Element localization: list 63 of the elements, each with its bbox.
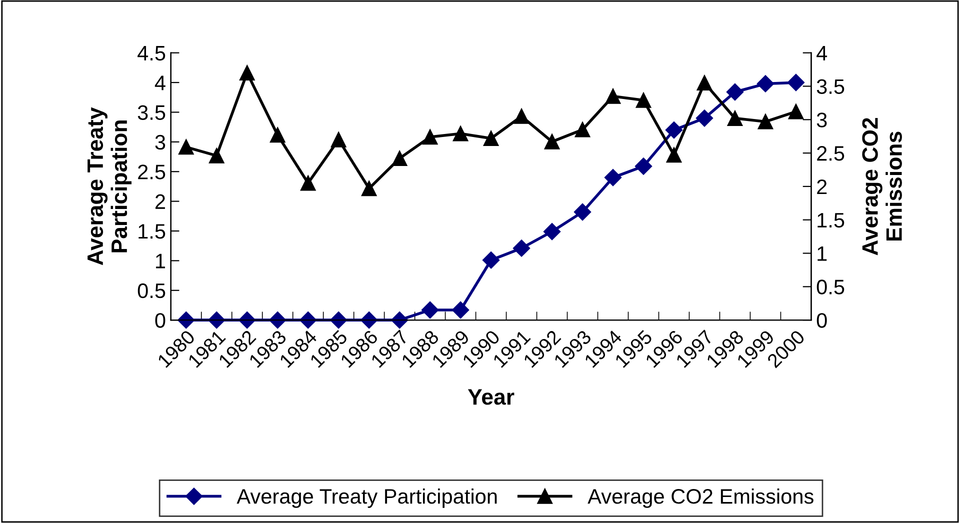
y2-tick-label: 3 <box>816 112 827 128</box>
y2-tick-label: 1 <box>818 246 827 261</box>
y-tick-label: 4.5 <box>138 46 166 61</box>
point <box>665 121 683 139</box>
point <box>636 92 652 108</box>
point <box>604 168 622 186</box>
y2-tick-label: 1.5 <box>818 213 844 228</box>
point <box>696 110 714 127</box>
point <box>269 312 286 329</box>
x-axis-title: Year <box>468 389 514 405</box>
point <box>270 127 286 143</box>
point <box>392 150 408 166</box>
point <box>574 122 590 138</box>
y-tick-label: 1.5 <box>138 224 166 239</box>
point <box>300 175 316 191</box>
point <box>452 301 470 319</box>
point <box>178 139 194 155</box>
point <box>178 312 195 329</box>
y2-tick-label: 0 <box>816 313 827 328</box>
point <box>726 83 744 101</box>
point <box>666 147 682 163</box>
point <box>330 132 346 148</box>
point <box>605 88 621 104</box>
point <box>300 312 317 329</box>
y-tick-label: 0 <box>155 313 166 328</box>
point <box>696 75 712 91</box>
y-tick-label: 2 <box>155 194 165 209</box>
point <box>482 252 500 269</box>
point <box>574 203 592 221</box>
point <box>422 301 439 319</box>
point <box>756 75 774 92</box>
point <box>514 108 530 124</box>
point <box>208 312 226 329</box>
y2-tick-label: 2.5 <box>817 146 844 161</box>
y-tick-label: 3.5 <box>138 105 166 120</box>
y2-axis-title: Average CO2 Emissions <box>862 118 902 256</box>
y-tick-label: 1 <box>156 254 166 268</box>
point <box>483 130 499 146</box>
point <box>758 114 774 130</box>
point <box>422 129 438 145</box>
point <box>787 74 805 92</box>
y-tick-label: 0.5 <box>138 283 166 298</box>
point <box>727 110 743 126</box>
legend-label: Average CO2 Emissions <box>588 488 814 508</box>
y-tick-label: 4 <box>154 76 166 90</box>
legend-label: Average Treaty Participation <box>236 488 497 508</box>
y-tick-label: 3 <box>155 134 166 150</box>
y2-tick-label: 0.5 <box>816 280 844 294</box>
point <box>634 158 652 175</box>
point <box>238 312 256 329</box>
y2-tick-label: 2 <box>817 179 827 194</box>
point <box>361 180 377 196</box>
y-tick-label: 2.5 <box>138 164 166 180</box>
point <box>208 148 224 164</box>
y2-tick-label: 4 <box>816 46 828 60</box>
point <box>512 240 530 257</box>
y-axis-title: Average Treaty Participation <box>88 107 132 266</box>
point <box>788 104 804 120</box>
point <box>543 223 561 240</box>
y2-tick-label: 3.5 <box>816 79 844 94</box>
point <box>544 134 560 150</box>
point <box>239 65 255 81</box>
point <box>452 126 468 142</box>
